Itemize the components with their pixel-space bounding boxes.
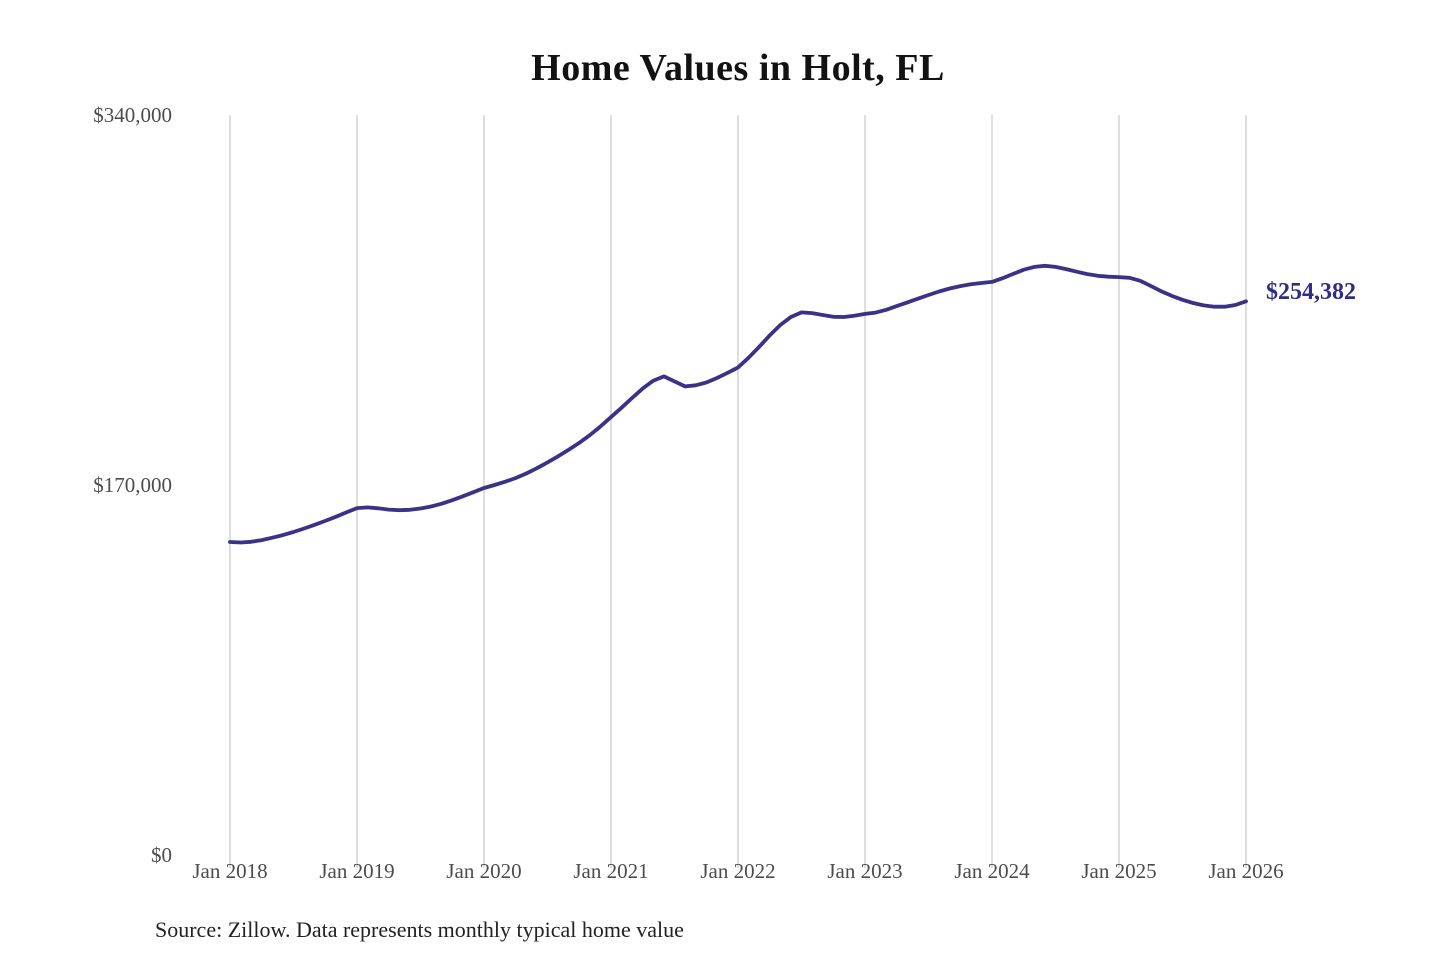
x-axis-tick-label: Jan 2019 xyxy=(319,859,395,883)
x-axis-tick-label: Jan 2026 xyxy=(1208,859,1284,883)
y-axis-tick-label: $0 xyxy=(151,843,172,867)
x-axis-tick-label: Jan 2020 xyxy=(446,859,522,883)
x-axis-tick-label: Jan 2022 xyxy=(700,859,776,883)
chart-title: Home Values in Holt, FL xyxy=(531,47,945,89)
x-axis-tick-label: Jan 2018 xyxy=(192,859,268,883)
x-axis-tick-label: Jan 2024 xyxy=(954,859,1030,883)
x-axis-tick-label: Jan 2025 xyxy=(1081,859,1157,883)
home-value-series-line xyxy=(228,263,1248,545)
latest-value-label: $254,382 xyxy=(1266,279,1356,306)
x-axis-tick-label: Jan 2021 xyxy=(573,859,649,883)
x-axis-tick-label: Jan 2023 xyxy=(827,859,903,883)
source-note: Source: Zillow. Data represents monthly … xyxy=(155,917,684,942)
y-axis-tick-label: $170,000 xyxy=(93,473,172,497)
y-axis-tick-label: $340,000 xyxy=(93,103,172,127)
